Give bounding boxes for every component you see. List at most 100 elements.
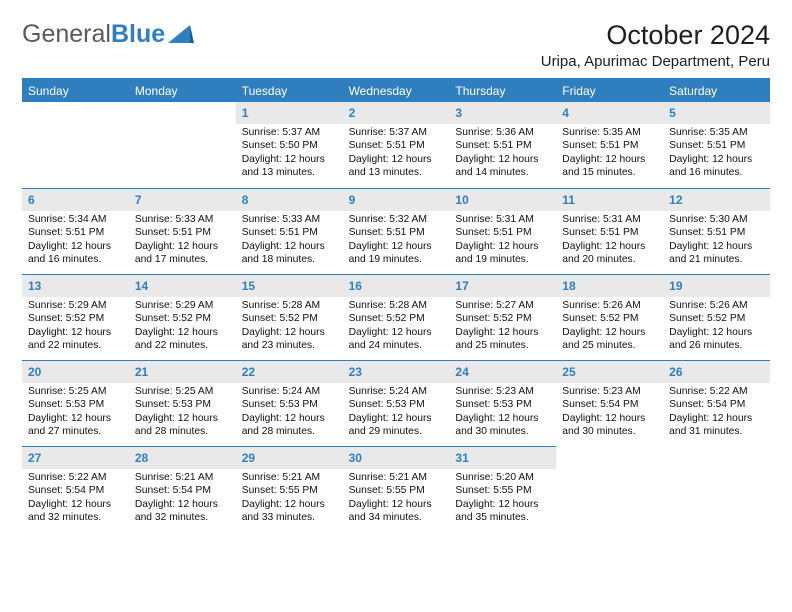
logo-text: GeneralBlue	[22, 20, 165, 49]
day-number: 14	[135, 279, 148, 293]
calendar-day: 9Sunrise: 5:32 AMSunset: 5:51 PMDaylight…	[343, 188, 450, 274]
sunrise-label: Sunrise:	[669, 386, 707, 397]
day-number: 3	[455, 106, 462, 120]
logo-word-2: Blue	[111, 20, 165, 48]
sunset-label: Sunset:	[28, 485, 63, 496]
daylight-line: Daylight: 12 hours and 14 minutes.	[455, 153, 550, 180]
sunset-label: Sunset:	[669, 140, 704, 151]
sunrise-line: Sunrise: 5:22 AM	[669, 385, 764, 398]
calendar-day: 26Sunrise: 5:22 AMSunset: 5:54 PMDayligh…	[663, 360, 770, 446]
sunrise-value: 5:37 AM	[282, 127, 320, 138]
daylight-label: Daylight:	[669, 327, 709, 338]
sunset-line: Sunset: 5:52 PM	[562, 312, 657, 325]
day-number-row: 24	[449, 360, 556, 383]
daylight-label: Daylight:	[349, 499, 389, 510]
day-number: 2	[349, 106, 356, 120]
sunset-value: 5:53 PM	[66, 399, 104, 410]
sunset-line: Sunset: 5:55 PM	[455, 484, 550, 497]
day-info: Sunrise: 5:24 AMSunset: 5:53 PMDaylight:…	[349, 385, 444, 439]
sunrise-line: Sunrise: 5:30 AM	[669, 213, 764, 226]
sunset-label: Sunset:	[349, 140, 384, 151]
daylight-line: Daylight: 12 hours and 28 minutes.	[135, 412, 230, 439]
daylight-line: Daylight: 12 hours and 13 minutes.	[349, 153, 444, 180]
day-number-row: 23	[343, 360, 450, 383]
day-info: Sunrise: 5:26 AMSunset: 5:52 PMDaylight:…	[562, 299, 657, 353]
location-label: Uripa, Apurimac Department, Peru	[541, 53, 770, 70]
calendar-day: 17Sunrise: 5:27 AMSunset: 5:52 PMDayligh…	[449, 274, 556, 360]
sunrise-label: Sunrise:	[562, 386, 600, 397]
sunrise-label: Sunrise:	[669, 127, 707, 138]
sunset-line: Sunset: 5:52 PM	[349, 312, 444, 325]
calendar-page: GeneralBlue October 2024 Uripa, Apurimac…	[0, 0, 792, 544]
day-number: 15	[242, 279, 255, 293]
sunset-value: 5:54 PM	[66, 485, 104, 496]
sunrise-line: Sunrise: 5:23 AM	[562, 385, 657, 398]
sunset-value: 5:51 PM	[707, 227, 745, 238]
sunset-label: Sunset:	[242, 313, 277, 324]
daylight-line: Daylight: 12 hours and 31 minutes.	[669, 412, 764, 439]
calendar-day: 18Sunrise: 5:26 AMSunset: 5:52 PMDayligh…	[556, 274, 663, 360]
daylight-label: Daylight:	[135, 241, 175, 252]
sunset-label: Sunset:	[349, 313, 384, 324]
daylight-line: Daylight: 12 hours and 32 minutes.	[135, 498, 230, 525]
daylight-label: Daylight:	[135, 327, 175, 338]
daylight-line: Daylight: 12 hours and 25 minutes.	[455, 326, 550, 353]
day-number-row: 12	[663, 188, 770, 211]
sunrise-label: Sunrise:	[349, 127, 387, 138]
sunrise-value: 5:33 AM	[282, 214, 320, 225]
sunrise-line: Sunrise: 5:22 AM	[28, 471, 123, 484]
sunrise-value: 5:27 AM	[496, 300, 534, 311]
sunrise-label: Sunrise:	[135, 214, 173, 225]
daylight-label: Daylight:	[242, 413, 282, 424]
calendar-day: 10Sunrise: 5:31 AMSunset: 5:51 PMDayligh…	[449, 188, 556, 274]
day-number: 25	[562, 365, 575, 379]
sunset-label: Sunset:	[562, 399, 597, 410]
sunrise-label: Sunrise:	[562, 214, 600, 225]
sunset-label: Sunset:	[349, 227, 384, 238]
sunset-value: 5:55 PM	[493, 485, 531, 496]
calendar-day-empty	[663, 446, 770, 532]
daylight-line: Daylight: 12 hours and 28 minutes.	[242, 412, 337, 439]
sunset-value: 5:52 PM	[386, 313, 424, 324]
logo-sail-icon	[168, 23, 194, 48]
day-number-row: 5	[663, 102, 770, 124]
day-number-row: 17	[449, 274, 556, 297]
sunset-line: Sunset: 5:54 PM	[562, 398, 657, 411]
title-block: October 2024 Uripa, Apurimac Department,…	[541, 20, 770, 70]
day-number-row: 8	[236, 188, 343, 211]
daylight-line: Daylight: 12 hours and 24 minutes.	[349, 326, 444, 353]
weekday-header: Saturday	[663, 80, 770, 102]
calendar-week: 27Sunrise: 5:22 AMSunset: 5:54 PMDayligh…	[22, 446, 770, 532]
sunrise-value: 5:24 AM	[389, 386, 427, 397]
day-number-row: 30	[343, 446, 450, 469]
sunrise-value: 5:30 AM	[710, 214, 748, 225]
sunrise-label: Sunrise:	[242, 127, 280, 138]
sunset-label: Sunset:	[28, 399, 63, 410]
sunrise-line: Sunrise: 5:33 AM	[242, 213, 337, 226]
day-number-row: 9	[343, 188, 450, 211]
calendar-day-empty	[129, 102, 236, 188]
day-info: Sunrise: 5:30 AMSunset: 5:51 PMDaylight:…	[669, 213, 764, 267]
sunset-value: 5:50 PM	[280, 140, 318, 151]
day-number: 4	[562, 106, 569, 120]
sunrise-line: Sunrise: 5:37 AM	[242, 126, 337, 139]
sunrise-value: 5:31 AM	[496, 214, 534, 225]
sunrise-line: Sunrise: 5:23 AM	[455, 385, 550, 398]
sunrise-label: Sunrise:	[349, 472, 387, 483]
sunset-label: Sunset:	[242, 227, 277, 238]
sunrise-label: Sunrise:	[669, 300, 707, 311]
sunrise-label: Sunrise:	[455, 214, 493, 225]
sunset-label: Sunset:	[455, 227, 490, 238]
daylight-label: Daylight:	[455, 327, 495, 338]
sunset-value: 5:53 PM	[280, 399, 318, 410]
sunset-label: Sunset:	[349, 485, 384, 496]
sunset-line: Sunset: 5:53 PM	[455, 398, 550, 411]
daylight-line: Daylight: 12 hours and 16 minutes.	[669, 153, 764, 180]
sunrise-label: Sunrise:	[28, 472, 66, 483]
day-number-row: 3	[449, 102, 556, 124]
sunset-label: Sunset:	[455, 485, 490, 496]
sunrise-label: Sunrise:	[28, 386, 66, 397]
day-info: Sunrise: 5:33 AMSunset: 5:51 PMDaylight:…	[242, 213, 337, 267]
sunset-label: Sunset:	[135, 399, 170, 410]
sunrise-value: 5:21 AM	[176, 472, 214, 483]
